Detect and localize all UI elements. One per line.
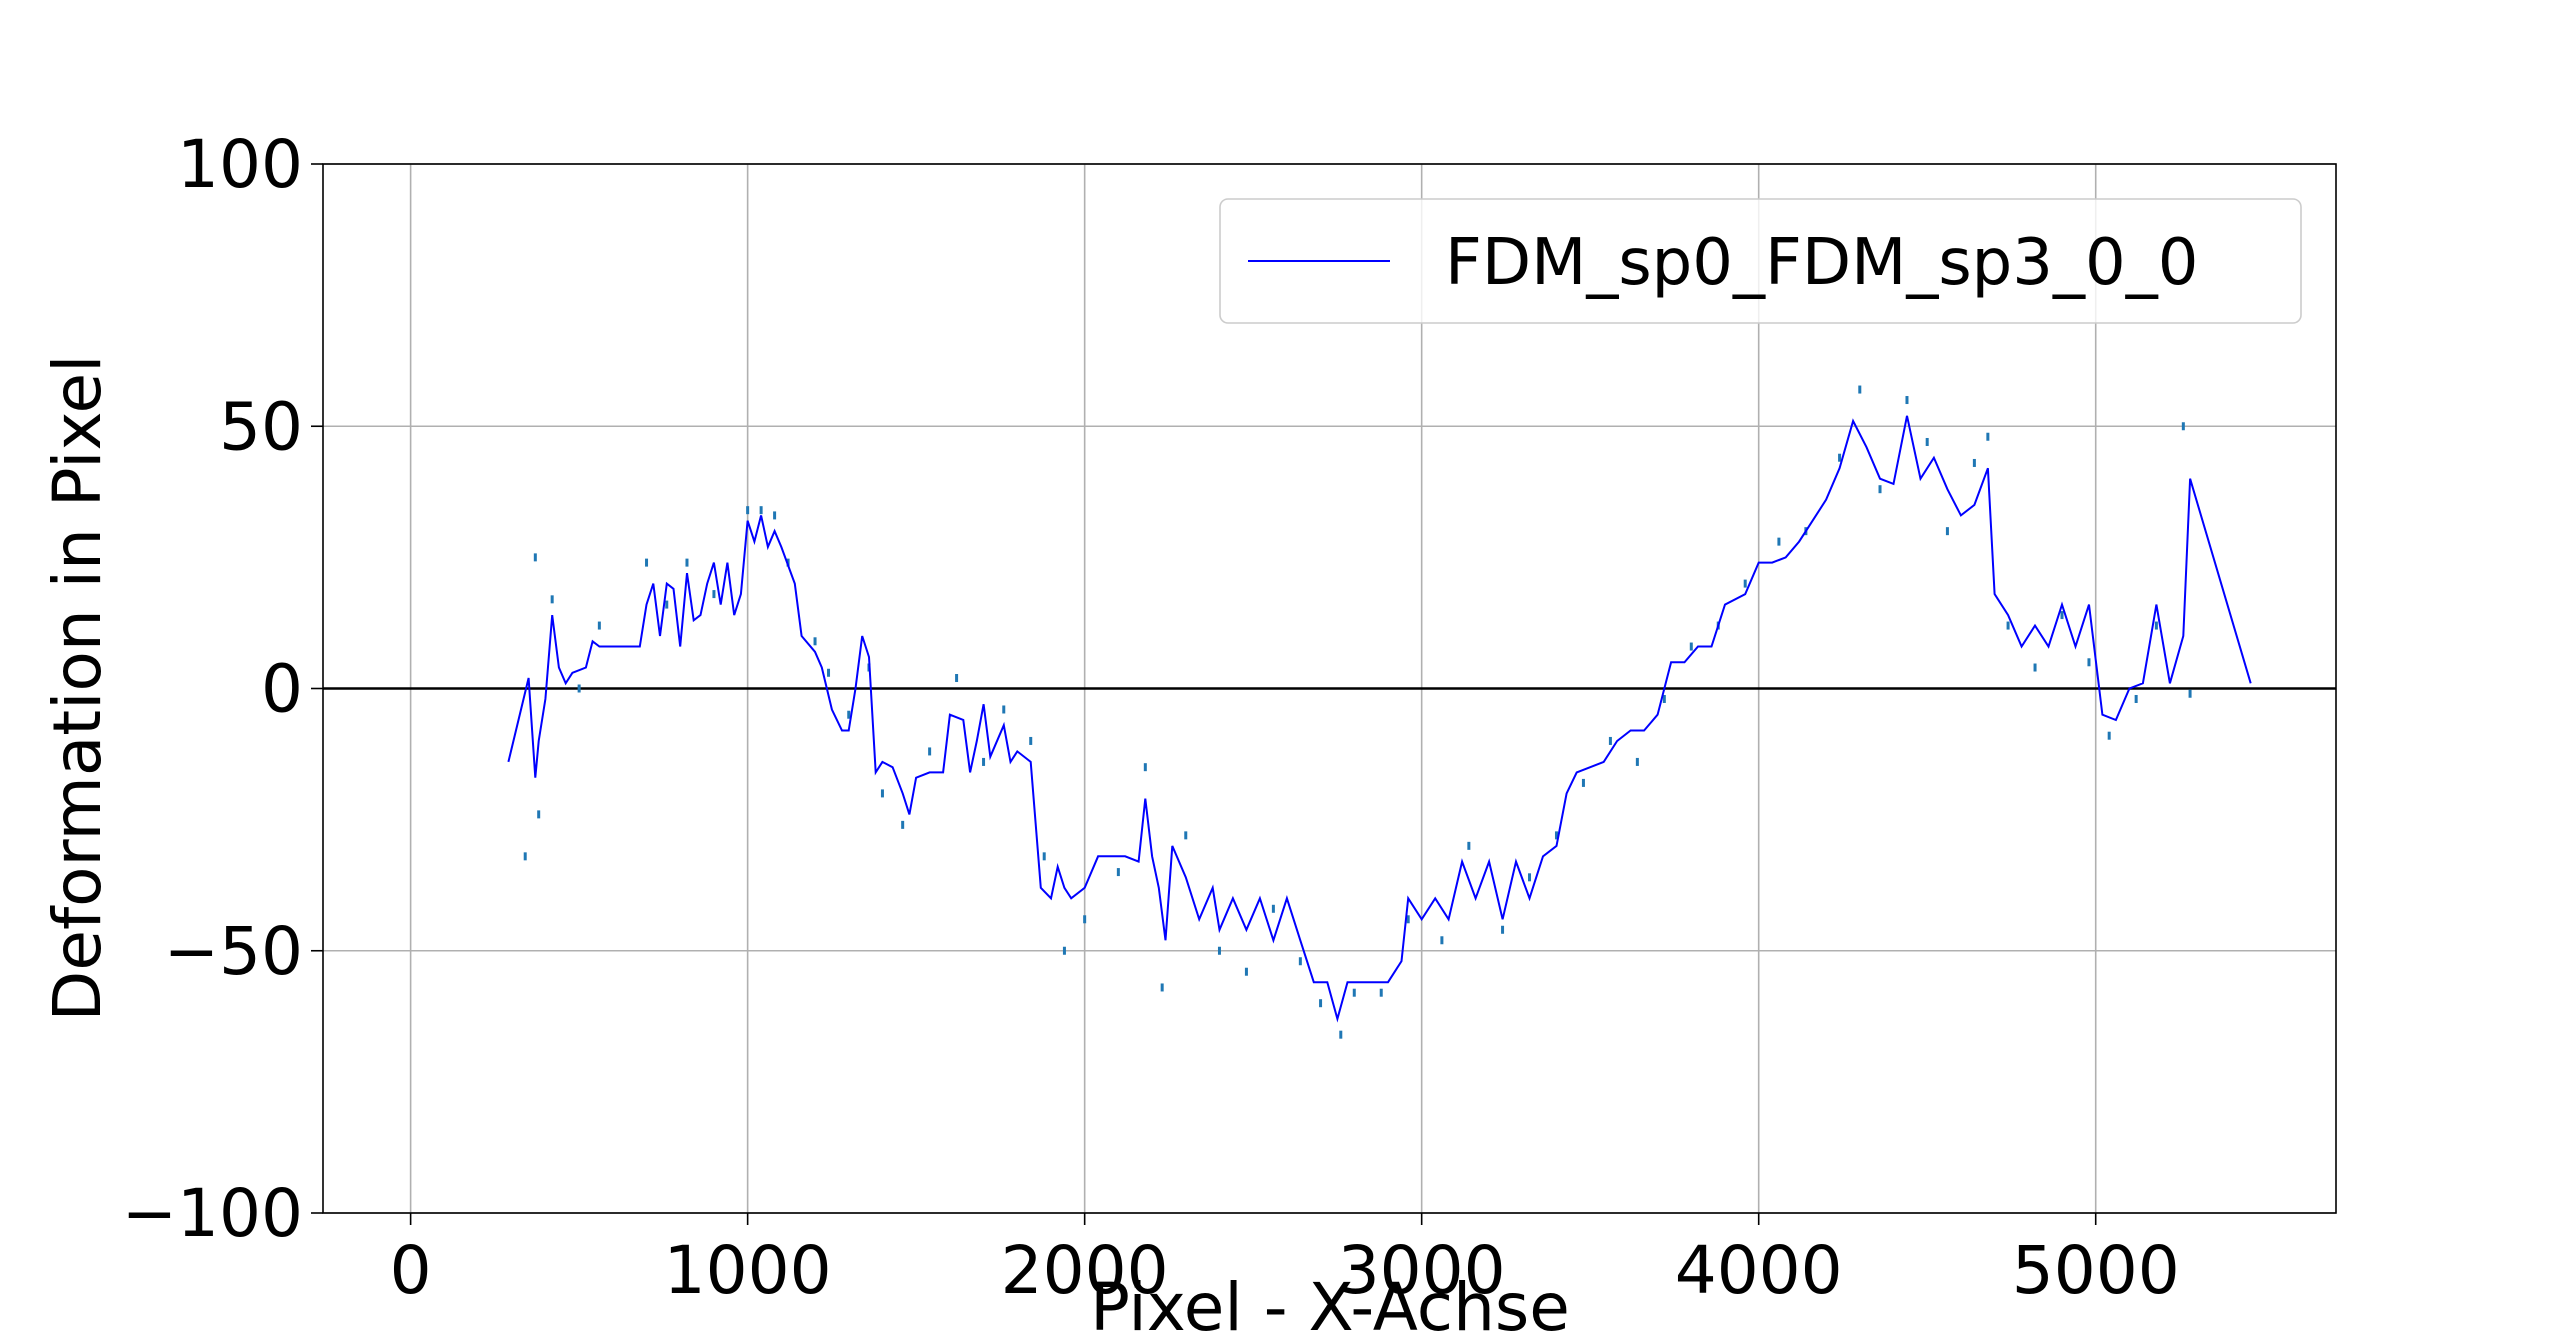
y-tick-label: 100 <box>177 126 303 203</box>
scatter-point <box>645 558 649 567</box>
scatter-point <box>1184 831 1188 840</box>
x-tick-label: 3000 <box>1338 1232 1506 1309</box>
y-axis-label: Deformation in Pixel <box>39 355 116 1022</box>
scatter-point <box>1160 983 1164 992</box>
x-tick-label: 5000 <box>2012 1232 2180 1309</box>
scatter-point <box>1116 868 1120 877</box>
scatter-point <box>1925 437 1929 446</box>
x-tick-label: 1000 <box>664 1232 832 1309</box>
scatter-point <box>1143 763 1147 772</box>
y-tick-label: 0 <box>261 651 303 728</box>
scatter-point <box>550 595 554 604</box>
scatter-point <box>928 747 932 756</box>
y-tick-label: −50 <box>164 913 303 990</box>
scatter-point <box>1689 642 1693 651</box>
scatter-point <box>1271 904 1275 913</box>
scatter-point <box>712 590 716 599</box>
scatter-point <box>813 637 817 646</box>
scatter-point <box>523 852 527 861</box>
scatter-point <box>1945 527 1949 536</box>
x-tick-label: 0 <box>390 1232 432 1309</box>
scatter-point <box>901 820 905 829</box>
scatter-point <box>1777 537 1781 546</box>
scatter-point <box>1319 999 1323 1008</box>
y-tick-label: −100 <box>122 1175 303 1252</box>
scatter-point <box>1986 432 1990 441</box>
scatter-point <box>1467 841 1471 850</box>
scatter-point <box>1217 946 1221 955</box>
scatter-point <box>1858 385 1862 394</box>
scatter-point <box>827 668 831 677</box>
scatter-point <box>1528 873 1532 882</box>
scatter-point <box>1972 458 1976 467</box>
scatter-point <box>577 684 581 693</box>
scatter-point <box>1244 967 1248 976</box>
scatter-point <box>773 511 777 520</box>
x-axis-label: Pixel - X-Achse <box>1090 1269 1570 1343</box>
scatter-point <box>665 600 669 609</box>
scatter-point <box>1062 946 1066 955</box>
scatter-point <box>1905 396 1909 405</box>
scatter-point <box>1743 579 1747 588</box>
scatter-point <box>533 553 537 562</box>
scatter-point <box>1608 736 1612 745</box>
plot-frame <box>322 163 2337 1214</box>
scatter-point <box>1501 925 1505 934</box>
scatter-point <box>2006 621 2010 630</box>
y-tick-label: 50 <box>219 388 303 465</box>
scatter-point <box>1042 852 1046 861</box>
scatter-point <box>1406 915 1410 924</box>
scatter-point <box>1029 736 1033 745</box>
scatter-point <box>537 810 541 819</box>
scatter-point <box>880 789 884 798</box>
scatter-point <box>1662 694 1666 703</box>
scatter-point <box>1440 936 1444 945</box>
scatter-point <box>2107 731 2111 740</box>
scatter-point <box>1083 915 1087 924</box>
scatter-point <box>847 710 851 719</box>
scatter-point <box>2134 694 2138 703</box>
scatter-point <box>2060 611 2064 620</box>
legend-box <box>1219 198 2302 324</box>
x-tick-label: 4000 <box>1675 1232 1843 1309</box>
scatter-point <box>982 757 986 766</box>
x-tick-label: 2000 <box>1001 1232 1169 1309</box>
legend-label: FDM_sp0_FDM_sp3_0_0 <box>1445 226 2198 300</box>
data-line <box>507 415 2252 1023</box>
scatter-point <box>955 674 959 683</box>
scatter-point <box>1838 453 1842 462</box>
scatter-point <box>685 558 689 567</box>
scatter-point <box>1379 988 1383 997</box>
scatter-point <box>2087 658 2091 667</box>
scatter-point <box>1635 757 1639 766</box>
scatter-point <box>2154 621 2158 630</box>
scatter-point <box>2188 689 2192 698</box>
scatter-point <box>1352 988 1356 997</box>
scatter-point <box>1581 778 1585 787</box>
scatter-point <box>1554 831 1558 840</box>
scatter-point <box>759 506 763 515</box>
scatter-point <box>2181 422 2185 431</box>
scatter-point <box>597 621 601 630</box>
scatter-point <box>1878 485 1882 494</box>
scatter-point <box>1339 1030 1343 1039</box>
scatter-point <box>2033 663 2037 672</box>
scatter-point <box>746 506 750 515</box>
scatter-point <box>1002 705 1006 714</box>
scatter-point <box>1298 957 1302 966</box>
